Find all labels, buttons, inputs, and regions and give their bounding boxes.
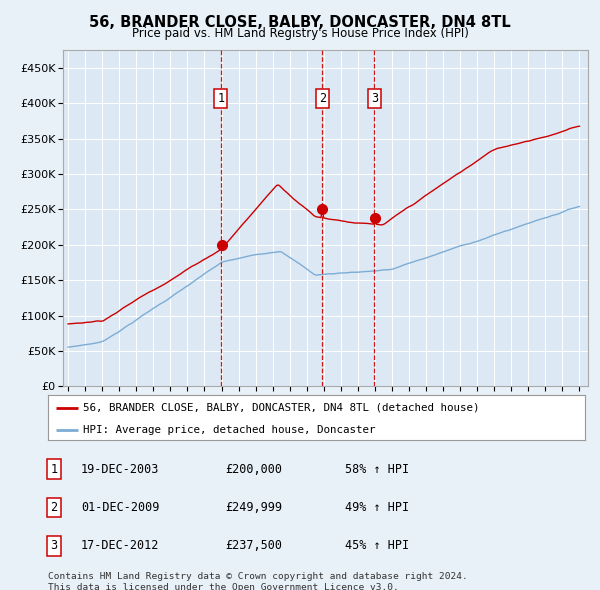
Text: Price paid vs. HM Land Registry's House Price Index (HPI): Price paid vs. HM Land Registry's House … [131, 27, 469, 40]
Text: This data is licensed under the Open Government Licence v3.0.: This data is licensed under the Open Gov… [48, 583, 399, 590]
Text: 1: 1 [217, 93, 224, 106]
Text: 3: 3 [371, 93, 378, 106]
Text: 17-DEC-2012: 17-DEC-2012 [81, 539, 160, 552]
Text: 56, BRANDER CLOSE, BALBY, DONCASTER, DN4 8TL: 56, BRANDER CLOSE, BALBY, DONCASTER, DN4… [89, 15, 511, 30]
Text: 2: 2 [50, 501, 58, 514]
Text: 49% ↑ HPI: 49% ↑ HPI [345, 501, 409, 514]
Text: £249,999: £249,999 [225, 501, 282, 514]
Text: 2: 2 [319, 93, 326, 106]
Text: £200,000: £200,000 [225, 463, 282, 476]
Text: HPI: Average price, detached house, Doncaster: HPI: Average price, detached house, Donc… [83, 425, 376, 435]
Text: Contains HM Land Registry data © Crown copyright and database right 2024.: Contains HM Land Registry data © Crown c… [48, 572, 468, 581]
Text: 19-DEC-2003: 19-DEC-2003 [81, 463, 160, 476]
Text: 1: 1 [50, 463, 58, 476]
Text: 56, BRANDER CLOSE, BALBY, DONCASTER, DN4 8TL (detached house): 56, BRANDER CLOSE, BALBY, DONCASTER, DN4… [83, 403, 479, 412]
Text: £237,500: £237,500 [225, 539, 282, 552]
Text: 58% ↑ HPI: 58% ↑ HPI [345, 463, 409, 476]
Text: 01-DEC-2009: 01-DEC-2009 [81, 501, 160, 514]
Text: 3: 3 [50, 539, 58, 552]
Text: 45% ↑ HPI: 45% ↑ HPI [345, 539, 409, 552]
